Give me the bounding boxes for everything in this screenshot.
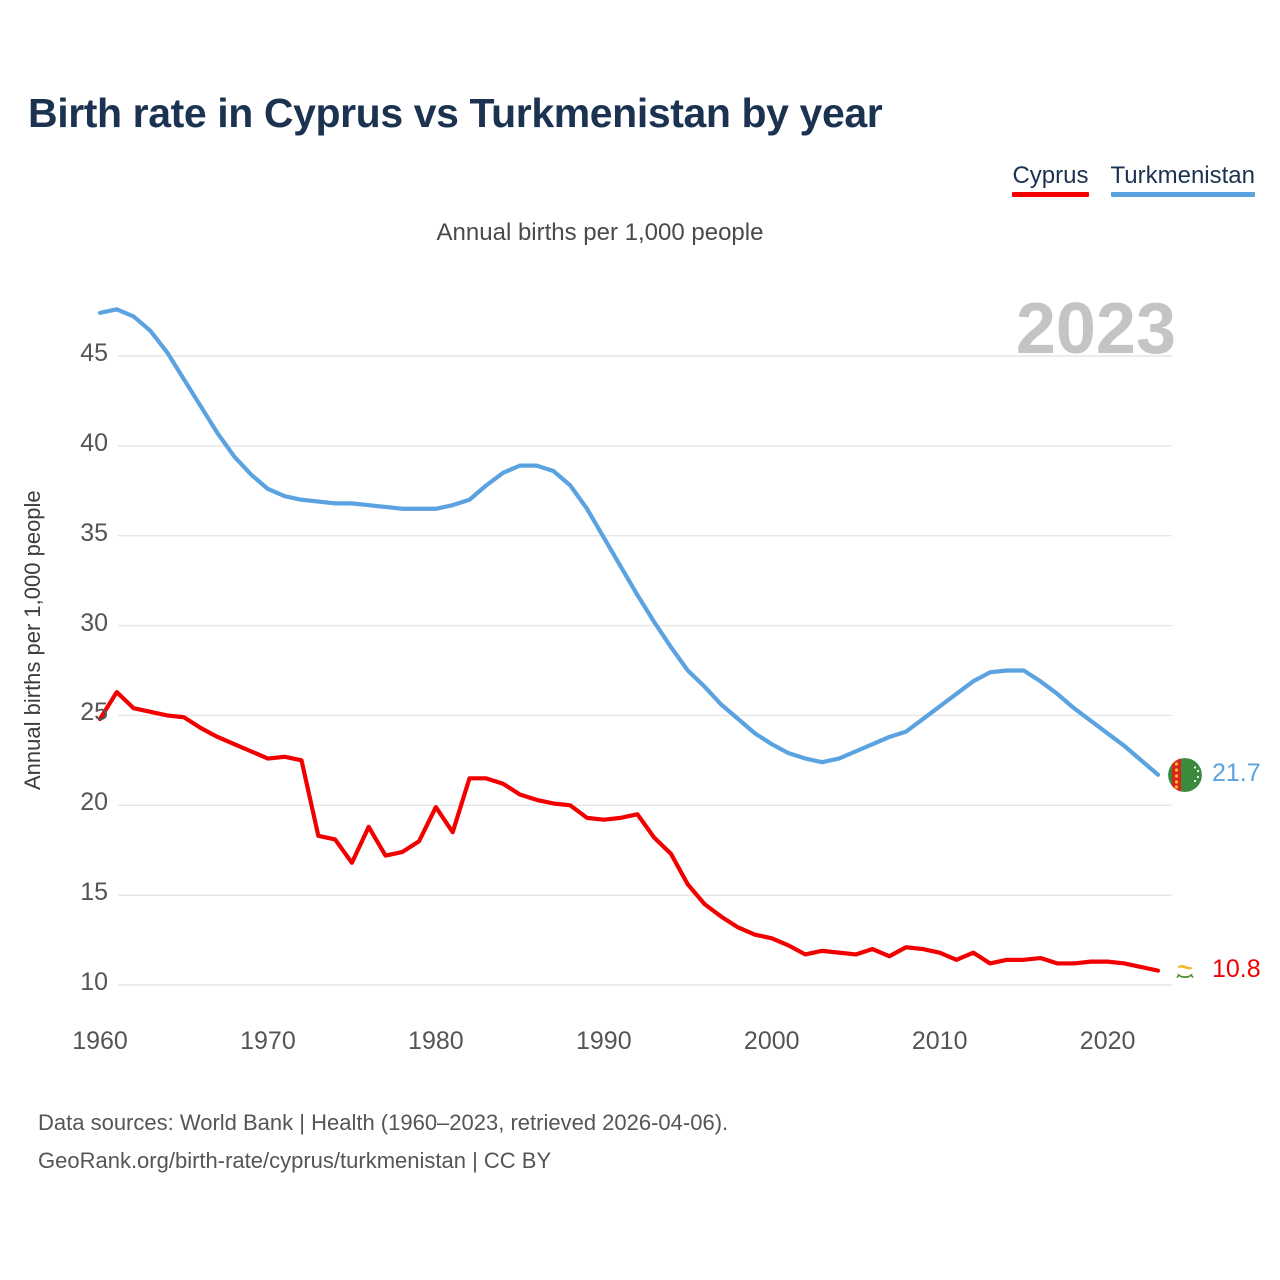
series-lines (97, 307, 1161, 973)
footer-line-1: Data sources: World Bank | Health (1960–… (38, 1110, 729, 1135)
series-line-cyprus (97, 689, 1161, 973)
y-tick-label: 35 (80, 518, 108, 547)
y-tick-label: 25 (80, 698, 108, 727)
y-tick-label: 15 (80, 878, 108, 907)
gridlines (118, 355, 1172, 986)
legend-label-turkmenistan: Turkmenistan (1110, 162, 1256, 189)
turkmenistan-flag-icon (1168, 757, 1202, 792)
x-tick-label: 1960 (72, 1027, 128, 1055)
legend-swatch-cyprus (1012, 192, 1089, 197)
x-tick-label: 1980 (408, 1027, 464, 1055)
legend-item-turkmenistan[interactable]: Turkmenistan (1110, 162, 1256, 197)
series-line-turkmenistan (97, 307, 1161, 777)
x-tick-label: 1970 (240, 1027, 296, 1055)
footer-credits: Data sources: World Bank | Health (1960–… (38, 1104, 728, 1180)
year-watermark: 2023 (1015, 289, 1176, 369)
legend-item-cyprus[interactable]: Cyprus (1012, 162, 1089, 197)
y-tick-label: 45 (80, 339, 108, 367)
page-title: Birth rate in Cyprus vs Turkmenistan by … (28, 90, 883, 136)
x-tick-label: 2020 (1079, 1027, 1136, 1055)
x-tick-label: 2010 (911, 1027, 968, 1055)
cyprus-flag-icon (1168, 953, 1202, 988)
legend-label-cyprus: Cyprus (1012, 162, 1089, 189)
y-tick-label: 30 (80, 608, 108, 637)
x-tick-label: 2000 (743, 1027, 800, 1055)
y-tick-label: 10 (80, 968, 108, 996)
y-tick-label: 20 (80, 788, 108, 817)
x-tick-label: 1990 (575, 1027, 632, 1055)
chart-subtitle: Annual births per 1,000 people (0, 219, 1280, 247)
footer-line-2: GeoRank.org/birth-rate/cyprus/turkmenist… (38, 1148, 552, 1173)
chart-legend: Cyprus Turkmenistan (1012, 162, 1255, 197)
cyprus-end-value: 10.8 (1212, 954, 1261, 983)
chart-subtitle-text: Annual births per 1,000 people (436, 219, 764, 246)
turkmenistan-end-value: 21.7 (1212, 758, 1261, 787)
y-tick-label: 40 (80, 428, 108, 457)
legend-swatch-turkmenistan (1110, 192, 1255, 197)
